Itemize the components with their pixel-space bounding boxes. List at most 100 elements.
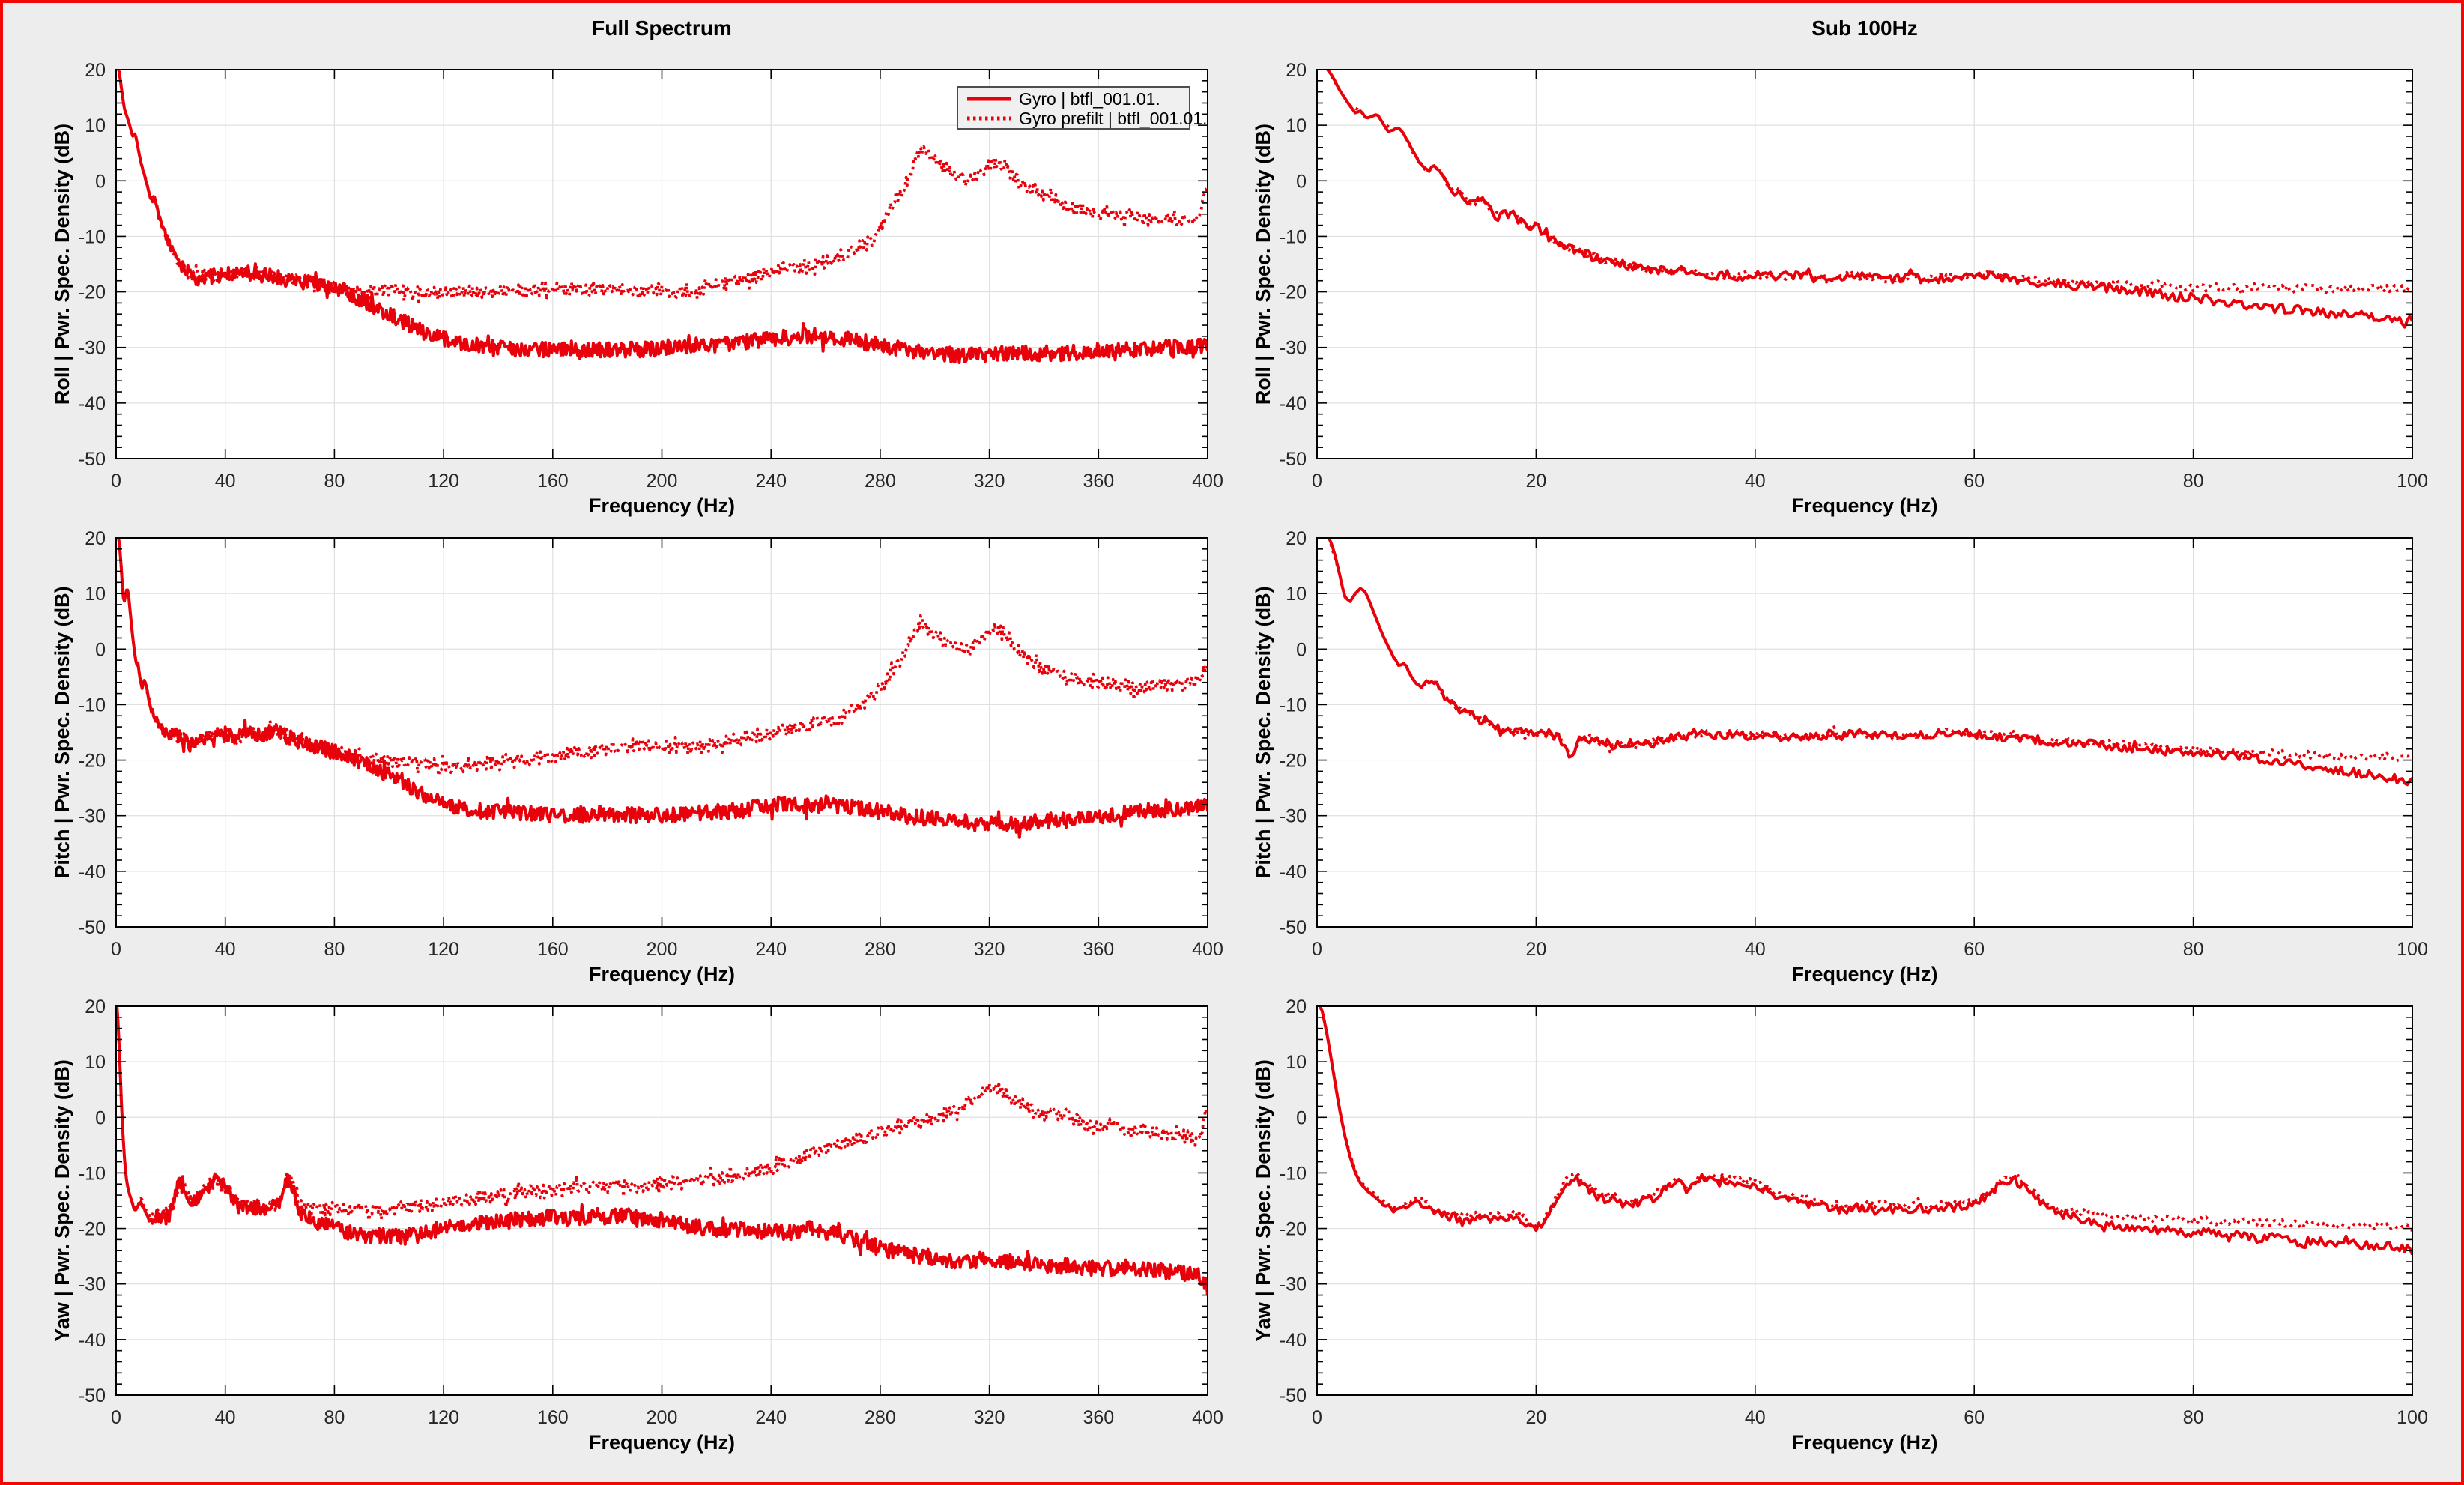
y-tick-label: -10 [79,226,106,247]
x-tick-label: 240 [755,471,787,492]
axes-frame-pitch-full-spectrum [115,537,1208,928]
x-tick-label: 20 [1525,1407,1546,1428]
ticks-yaw-full-spectrum [115,1005,1208,1396]
x-tick-label: 0 [111,471,121,492]
y-tick-label: 20 [1286,996,1307,1017]
y-tick-label: 20 [85,60,106,81]
x-tick-label: 40 [1745,939,1766,960]
legend-label-gyro: Gyro | btfl_001.01. [1019,88,1160,109]
x-tick-label: 80 [2183,471,2204,492]
y-tick-label: -40 [1280,862,1307,883]
y-axis-label-roll-full-spectrum: Roll | Pwr. Spec. Density (dB) [51,124,73,405]
x-tick-label: 320 [974,471,1005,492]
panel-pitch-full-spectrum: 0 40 80 120 160 200 240 280 320 360 400 20 10 0 -10 -20… [51,528,1223,985]
x-tick-label: 200 [647,1407,678,1428]
x-axis-label-roll-full-spectrum: Frequency (Hz) [589,495,735,517]
series-gyro-prefilt-yaw-full-spectrum [116,1006,1208,1223]
y-tick-label: -30 [79,806,106,827]
series-gyro-prefilt-pitch-full-spectrum [117,538,1208,778]
tick-labels-pitch-full-spectrum: 0 40 80 120 160 200 240 280 320 360 400 20 10 0 -10 -20… [79,528,1223,960]
panel-yaw-full-spectrum: 0 40 80 120 160 200 240 280 320 360 400 20 10 0 -10 -20… [51,996,1223,1454]
x-tick-label: 360 [1083,1407,1114,1428]
x-tick-label: 40 [215,471,236,492]
y-tick-label: 20 [1286,60,1307,81]
x-tick-label: 200 [647,471,678,492]
x-tick-label: 400 [1192,471,1223,492]
y-tick-label: -10 [1280,695,1307,716]
x-tick-label: 80 [324,1407,345,1428]
panel-roll-full-spectrum: 0 40 80 120 160 200 240 280 320 360 400 20 10 0 -10 -20… [51,60,1223,517]
y-tick-label: 10 [85,584,106,605]
ticks-pitch-sub-100hz [1316,537,2413,928]
y-tick-label: -30 [79,338,106,359]
series-gyro-prefilt-yaw-sub-100hz [1318,1006,2412,1232]
y-tick-label: -50 [1280,1385,1307,1406]
y-tick-label: 0 [1296,171,1307,192]
x-tick-label: 60 [1964,939,1985,960]
y-tick-label: -40 [1280,1330,1307,1351]
axes-frame-roll-sub-100hz [1316,69,2413,459]
series-gyro-yaw-sub-100hz [1318,1006,2412,1256]
x-tick-label: 0 [1312,471,1322,492]
y-tick-label: 20 [85,996,106,1017]
y-tick-label: 0 [1296,639,1307,660]
x-tick-label: 320 [974,1407,1005,1428]
y-tick-label: -30 [1280,338,1307,359]
y-tick-label: -20 [79,282,106,303]
x-tick-label: 400 [1192,939,1223,960]
x-axis-label-yaw-full-spectrum: Frequency (Hz) [589,1431,735,1454]
y-tick-label: -40 [1280,393,1307,414]
y-axis-label-yaw-sub-100hz: Yaw | Pwr. Spec. Density (dB) [1252,1059,1274,1342]
grid-yaw-full-spectrum [116,1006,1208,1395]
y-tick-label: -40 [79,1330,106,1351]
x-tick-label: 40 [215,939,236,960]
x-tick-label: 400 [1192,1407,1223,1428]
x-tick-label: 360 [1083,939,1114,960]
psd-chart-canvas: 0 40 80 120 160 200 240 280 320 360 40020100-10-20… [51,60,2428,1454]
x-tick-label: 120 [428,939,459,960]
plot-area-yaw-sub-100hz [1317,1006,2412,1395]
y-tick-label: 10 [85,115,106,136]
legend-label-gyro-prefilt: Gyro prefilt | btfl_001.01. [1019,108,1208,128]
x-tick-label: 20 [1525,939,1546,960]
y-tick-label: -10 [1280,1163,1307,1184]
x-tick-label: 80 [324,939,345,960]
legend-line-solid-icon [967,97,1011,101]
x-axis-label-yaw-sub-100hz: Frequency (Hz) [1791,1431,1937,1454]
y-tick-label: 10 [85,1052,106,1073]
y-tick-label: 10 [1286,584,1307,605]
legend-entry-gyro-prefilt: Gyro prefilt | btfl_001.01. [958,109,1207,128]
column-title-full-spectrum: Full Spectrum [592,16,732,40]
x-tick-label: 120 [428,1407,459,1428]
y-tick-label: -10 [1280,226,1307,247]
plot-area-roll-sub-100hz [1317,70,2412,459]
x-tick-label: 280 [865,471,896,492]
legend: Gyro | btfl_001.01. Gyro prefilt | btfl_… [957,86,1207,130]
axes-frame-pitch-sub-100hz [1316,537,2413,928]
y-tick-label: -50 [79,449,106,470]
y-tick-label: -10 [79,1163,106,1184]
x-tick-label: 280 [865,1407,896,1428]
panel-roll-sub-100hz: 0 20 40 60 80 10020100-10-20-30-40-50Frequenc… [1252,60,2428,517]
x-tick-label: 40 [215,1407,236,1428]
series-gyro-pitch-full-spectrum [117,538,1208,839]
legend-line-dotted-icon [967,116,1011,121]
x-tick-label: 240 [755,1407,787,1428]
x-tick-label: 100 [2397,471,2428,492]
x-tick-label: 80 [2183,939,2204,960]
y-tick-label: -30 [1280,1274,1307,1295]
x-tick-label: 60 [1964,471,1985,492]
x-tick-label: 240 [755,939,787,960]
y-tick-label: -50 [1280,917,1307,938]
x-tick-label: 0 [1312,939,1322,960]
y-tick-label: -40 [79,862,106,883]
x-axis-label-roll-sub-100hz: Frequency (Hz) [1791,495,1937,517]
x-tick-label: 280 [865,939,896,960]
y-tick-label: -50 [1280,449,1307,470]
panel-pitch-sub-100hz: 0 20 40 60 80 10020100-10-20-30-40-50Frequenc… [1252,528,2428,985]
y-tick-label: -10 [79,695,106,716]
x-tick-label: 160 [537,1407,569,1428]
y-tick-label: 0 [1296,1107,1307,1128]
